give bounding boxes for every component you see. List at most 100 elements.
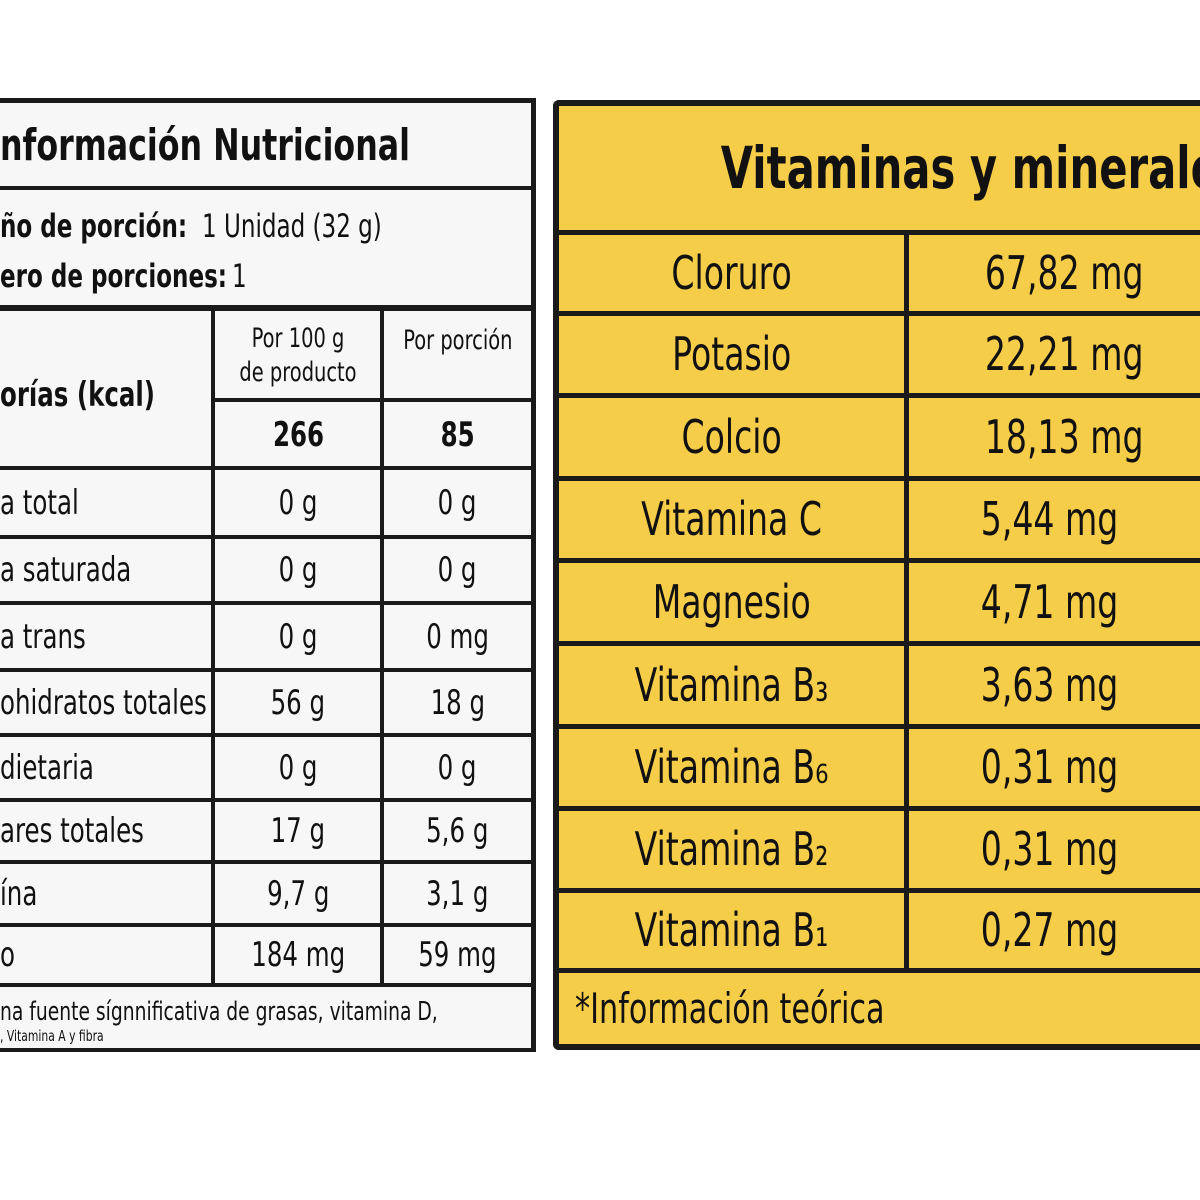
cell-text: Potasio bbox=[671, 327, 792, 381]
cell: 3,63 mg bbox=[909, 643, 1200, 726]
cell: 0,31 mg bbox=[909, 726, 1200, 808]
cell: 4,71 mg bbox=[909, 560, 1200, 643]
rule bbox=[0, 798, 536, 802]
cell: 22,21 mg bbox=[909, 313, 1200, 395]
rule bbox=[0, 535, 536, 539]
cell-text: a trans bbox=[0, 616, 86, 657]
cell-text: ño de porción: bbox=[0, 206, 188, 245]
cell: 184 mg bbox=[215, 925, 381, 985]
cell: 0 g bbox=[384, 735, 531, 800]
cell: *Información teórica bbox=[575, 973, 1175, 1043]
rule bbox=[0, 923, 536, 927]
cell-text: 1 bbox=[232, 256, 247, 295]
cell-text: 0 mg bbox=[426, 616, 489, 657]
cell: orías (kcal) bbox=[0, 360, 212, 430]
cell: 0 g bbox=[215, 468, 381, 537]
cell-text: 5,44 mg bbox=[980, 492, 1119, 546]
cell: 266 bbox=[215, 402, 381, 468]
rule bbox=[0, 1048, 536, 1052]
cell: o bbox=[0, 925, 210, 985]
cell: Vitamina B₆ bbox=[559, 726, 904, 808]
rule bbox=[559, 888, 1200, 893]
cell: , Vitamina A y fibra bbox=[0, 1026, 530, 1046]
rule bbox=[559, 641, 1200, 646]
rule bbox=[213, 398, 533, 402]
rule bbox=[0, 733, 536, 737]
cell-text: dietaria bbox=[0, 747, 94, 788]
cell-text: 1 Unidad (32 g) bbox=[202, 206, 382, 245]
cell-text: Cloruro bbox=[671, 245, 792, 300]
cell-text: 3,63 mg bbox=[980, 657, 1119, 712]
cell: 1 bbox=[232, 248, 292, 303]
cell-text: 59 mg bbox=[418, 935, 497, 975]
cell: 18,13 mg bbox=[909, 395, 1200, 478]
cell: ína bbox=[0, 862, 210, 925]
rule bbox=[380, 308, 384, 985]
cell: 0 g bbox=[384, 468, 531, 537]
cell: ohidratos totales bbox=[0, 670, 210, 735]
cell-text: 17 g bbox=[270, 811, 326, 851]
cell: 85 bbox=[384, 402, 531, 468]
cell-text: 18,13 mg bbox=[984, 409, 1144, 464]
rule bbox=[559, 968, 1200, 973]
cell: nformación Nutricional bbox=[0, 103, 530, 188]
rule bbox=[0, 668, 536, 672]
rule bbox=[211, 308, 215, 985]
rule bbox=[0, 98, 536, 103]
cell: 17 g bbox=[215, 800, 381, 862]
rule bbox=[0, 601, 536, 605]
cell-text: *Información teórica bbox=[575, 983, 885, 1033]
cell: ares totales bbox=[0, 800, 210, 862]
cell-text: nformación Nutricional bbox=[0, 120, 410, 171]
cell: Por 100 g de producto bbox=[215, 318, 381, 393]
cell-text: 5,6 g bbox=[426, 811, 489, 851]
rule bbox=[559, 558, 1200, 563]
cell: a total bbox=[0, 468, 210, 537]
cell: ero de porciones: bbox=[0, 248, 230, 303]
cell: ño de porción: bbox=[0, 198, 200, 253]
rule bbox=[0, 860, 536, 864]
cell: 5,44 mg bbox=[909, 478, 1200, 560]
cell: 0 g bbox=[215, 603, 381, 670]
rule bbox=[0, 983, 536, 987]
cell-text: ohidratos totales bbox=[0, 682, 207, 723]
cell: 0 g bbox=[384, 537, 531, 603]
cell-text: Magnesio bbox=[652, 574, 811, 629]
cell: Potasio bbox=[559, 313, 904, 395]
rule bbox=[0, 466, 536, 470]
cell: Vitaminas y minerales bbox=[559, 106, 1200, 230]
rule bbox=[559, 311, 1200, 316]
cell: Cloruro bbox=[559, 232, 904, 313]
cell-text: 0 g bbox=[438, 747, 477, 788]
rule bbox=[559, 806, 1200, 811]
cell: Magnesio bbox=[559, 560, 904, 643]
cell-text: 0 g bbox=[438, 550, 477, 590]
cell-text: Vitamina B₁ bbox=[634, 903, 829, 957]
cell-text: a saturada bbox=[0, 550, 132, 590]
cell-text: Vitamina C bbox=[641, 492, 822, 546]
cell: Colcio bbox=[559, 395, 904, 478]
cell-text: 67,82 mg bbox=[984, 245, 1144, 300]
cell: Por porción bbox=[384, 318, 531, 363]
cell-text: 0,31 mg bbox=[980, 822, 1119, 876]
cell-text: ero de porciones: bbox=[0, 256, 228, 295]
cell: Vitamina B₁ bbox=[559, 890, 904, 970]
cell: 18 g bbox=[384, 670, 531, 735]
cell-text: ína bbox=[0, 873, 38, 914]
cell: dietaria bbox=[0, 735, 210, 800]
cell-text: Vitamina B₆ bbox=[634, 740, 829, 794]
cell-text: 0,31 mg bbox=[980, 740, 1119, 794]
cell-text: 85 bbox=[440, 415, 475, 455]
cell: Vitamina B₃ bbox=[559, 643, 904, 726]
cell: 3,1 g bbox=[384, 862, 531, 925]
cell-text: 0 g bbox=[278, 482, 318, 523]
cell-text: 0 g bbox=[278, 747, 318, 788]
cell-text: 266 bbox=[272, 415, 324, 455]
rule bbox=[559, 393, 1200, 398]
cell-text: , Vitamina A y fibra bbox=[0, 1027, 104, 1045]
cell: 1 Unidad (32 g) bbox=[202, 198, 502, 253]
cell-text: Vitaminas y minerales bbox=[720, 134, 1200, 202]
rule bbox=[904, 232, 909, 970]
cell-text: na fuente sígnnificativa de grasas, vita… bbox=[0, 997, 438, 1027]
